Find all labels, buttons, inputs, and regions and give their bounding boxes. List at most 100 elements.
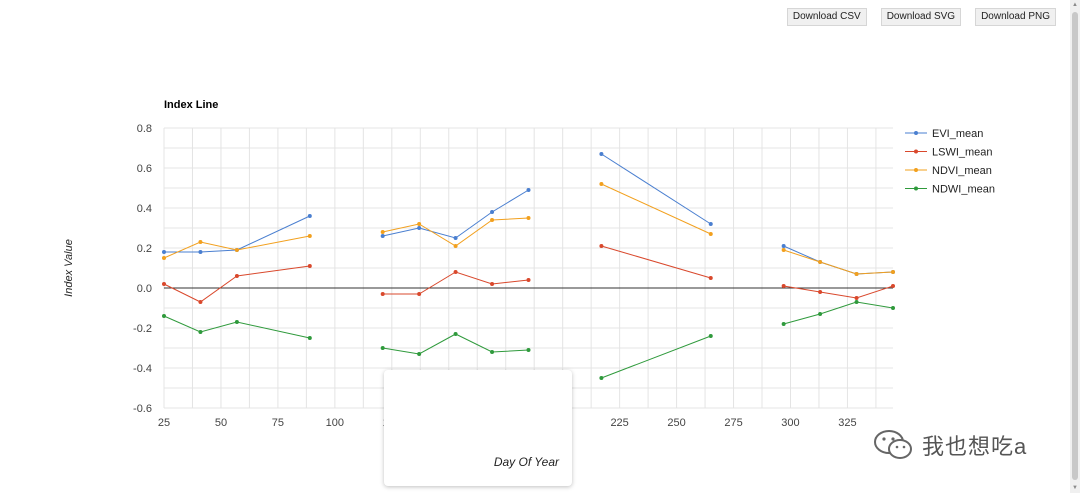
legend-swatch-dot [914,186,918,191]
data-point [380,292,385,296]
data-point [307,264,312,268]
data-point [854,272,859,276]
data-point [198,300,203,304]
y-tick-label: -0.2 [133,323,152,335]
data-point [417,226,422,230]
data-point [162,282,166,286]
series-line [601,153,712,225]
legend-swatch-dot [914,149,918,154]
legend-swatch-dot [914,168,918,172]
data-point [526,188,531,192]
data-point [781,248,786,252]
series-ndvi-mean [162,182,895,276]
series-line [601,183,712,235]
series-line [163,265,310,303]
data-point [818,312,823,316]
legend-item: NDWI_mean [905,184,995,196]
series-line [783,285,894,299]
data-point [599,244,604,248]
data-point [599,152,604,156]
data-point [198,240,203,244]
scroll-up-icon[interactable]: ▲ [1072,2,1078,8]
data-point [234,248,239,252]
data-point [453,236,458,240]
legend-swatch-dot [914,131,918,135]
series-line [163,235,310,259]
chart-title: Index Line [164,99,218,111]
y-tick-label: -0.6 [133,403,152,415]
data-point [380,234,385,238]
data-point [453,244,458,248]
data-point [162,314,166,318]
download-csv-button[interactable]: Download CSV [786,8,867,26]
hover-tooltip-panel: Day Of Year [384,370,572,486]
data-point [708,334,713,338]
download-toolbar: Download CSV Download SVG Download PNG [786,8,1056,26]
grid [163,127,893,409]
legend-label: LSWI_mean [932,147,993,159]
y-tick-label: 0.4 [137,203,152,215]
series-line [382,333,529,355]
data-point [234,274,239,278]
data-point [417,292,422,296]
y-axis-label: Index Value [63,239,75,297]
data-point [234,320,239,324]
data-point [891,306,895,310]
series-evi-mean [162,152,895,276]
data-point [854,296,859,300]
data-point [490,218,495,222]
data-point [526,216,531,220]
download-png-button[interactable]: Download PNG [975,8,1056,26]
data-point [599,182,604,186]
series-line [382,217,529,247]
y-tick-label: -0.4 [133,363,152,375]
data-point [417,222,422,226]
legend-label: NDVI_mean [932,165,992,177]
data-point [854,300,859,304]
data-point [162,256,166,260]
data-point [526,348,531,352]
x-tick-label: 50 [215,417,227,429]
x-tick-label: 225 [610,417,628,429]
scrollbar-thumb[interactable] [1072,12,1078,480]
y-tick-label: 0.8 [137,123,152,135]
legend-item: NDVI_mean [905,165,992,177]
x-tick-label: 25 [158,417,170,429]
data-point [708,276,713,280]
series-lswi-mean [162,244,895,304]
download-svg-button[interactable]: Download SVG [880,8,962,26]
data-point [891,270,895,274]
series-line [163,315,310,339]
series-lines [162,152,895,380]
watermark: 我也想吃a [872,428,1027,462]
data-point [453,332,458,336]
data-point [781,244,786,248]
data-point [781,284,786,288]
data-point [708,232,713,236]
data-point [490,210,495,214]
series-line [382,271,529,295]
x-tick-label: 275 [724,417,742,429]
series-line [601,245,711,279]
data-point [198,330,203,334]
data-point [891,284,895,288]
y-tick-label: 0.0 [137,283,152,295]
legend-label: NDWI_mean [932,184,995,196]
scroll-down-icon[interactable]: ▼ [1072,485,1078,491]
data-point [599,376,604,380]
data-point [198,250,203,254]
data-point [307,336,312,340]
legend-label: EVI_mean [932,128,983,140]
series-line [601,335,711,379]
legend-item: EVI_mean [905,128,983,140]
vertical-scrollbar[interactable]: ▲ ▼ [1070,0,1080,493]
y-tick-label: 0.2 [137,243,152,255]
legend: EVI_mean LSWI_mean NDVI_mean NDWI_mean [905,128,995,196]
data-point [417,352,422,356]
data-point [380,346,385,350]
data-point [490,282,495,286]
data-point [781,322,786,326]
data-point [307,214,312,218]
data-point [162,250,166,254]
